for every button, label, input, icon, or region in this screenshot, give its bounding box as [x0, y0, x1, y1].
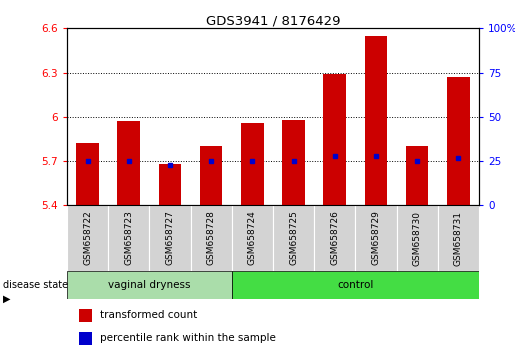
Text: disease state: disease state — [3, 280, 67, 290]
Bar — [232, 271, 479, 299]
Bar — [79, 332, 92, 345]
Text: GSM658727: GSM658727 — [165, 211, 175, 266]
Bar — [117, 121, 140, 205]
Text: GSM658729: GSM658729 — [371, 211, 381, 266]
Bar — [447, 77, 470, 205]
Bar — [67, 271, 232, 299]
Bar — [67, 205, 108, 271]
Bar — [323, 74, 346, 205]
Text: percentile rank within the sample: percentile rank within the sample — [100, 333, 276, 343]
Bar — [108, 205, 149, 271]
Text: GSM658724: GSM658724 — [248, 211, 257, 265]
Bar — [159, 164, 181, 205]
Bar — [241, 123, 264, 205]
Bar — [273, 205, 314, 271]
Bar — [406, 146, 428, 205]
Bar — [365, 36, 387, 205]
Bar — [282, 120, 305, 205]
Bar — [76, 143, 99, 205]
Text: ▶: ▶ — [3, 294, 10, 304]
Bar — [438, 205, 479, 271]
Text: vaginal dryness: vaginal dryness — [108, 280, 191, 290]
Bar — [314, 205, 355, 271]
Bar — [200, 146, 222, 205]
Text: transformed count: transformed count — [100, 310, 197, 320]
Bar — [79, 309, 92, 322]
Text: GSM658722: GSM658722 — [83, 211, 92, 265]
Bar — [232, 205, 273, 271]
Text: GSM658731: GSM658731 — [454, 211, 463, 266]
Text: GSM658730: GSM658730 — [413, 211, 422, 266]
Title: GDS3941 / 8176429: GDS3941 / 8176429 — [205, 14, 340, 27]
Bar — [355, 205, 397, 271]
Bar — [149, 205, 191, 271]
Text: GSM658726: GSM658726 — [330, 211, 339, 266]
Text: GSM658723: GSM658723 — [124, 211, 133, 266]
Bar — [191, 205, 232, 271]
Text: control: control — [337, 280, 373, 290]
Text: GSM658725: GSM658725 — [289, 211, 298, 266]
Bar — [397, 205, 438, 271]
Text: GSM658728: GSM658728 — [207, 211, 216, 266]
